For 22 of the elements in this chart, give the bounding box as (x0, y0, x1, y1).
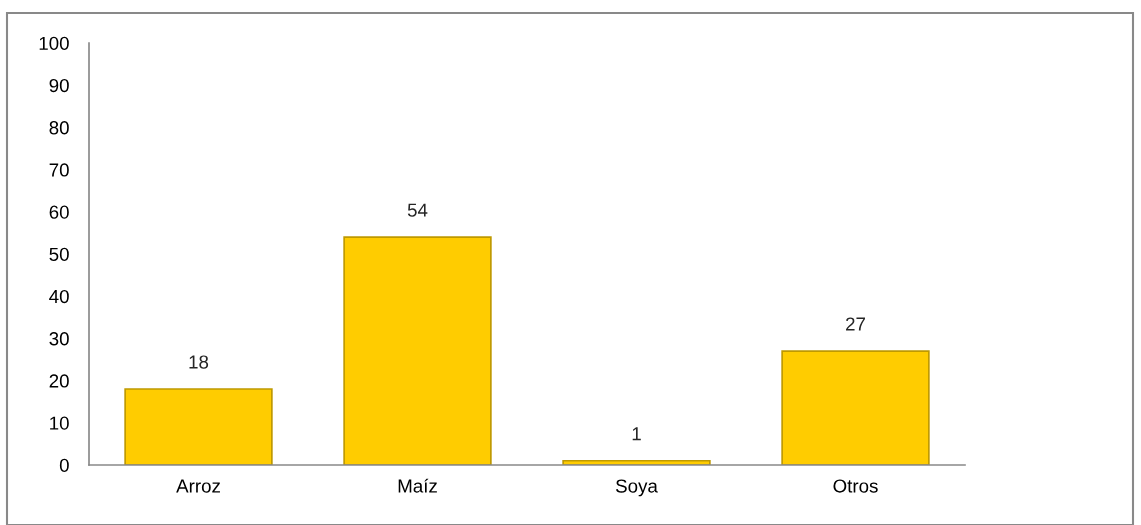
bar (124, 388, 273, 465)
x-tick-label: Arroz (176, 479, 220, 493)
x-tick-label: Otros (833, 479, 878, 493)
x-tick-label: Soya (615, 479, 658, 497)
y-tick-label: 60 (49, 205, 69, 219)
x-tick-label: Maíz (398, 478, 437, 493)
data-label: 27 (846, 317, 865, 331)
y-tick-label: 80 (49, 121, 69, 135)
y-tick-label: 90 (49, 78, 69, 93)
y-tick-label: 20 (49, 374, 69, 388)
y-tick-label: 0 (59, 458, 69, 472)
bar (781, 350, 930, 465)
data-label: 54 (407, 203, 428, 217)
y-tick-label: 100 (39, 36, 69, 50)
y-tick-label: 50 (49, 247, 69, 261)
data-label: 1 (632, 427, 641, 441)
data-label: 18 (189, 355, 209, 369)
bar (343, 236, 492, 465)
y-tick-label: 30 (49, 332, 69, 346)
y-tick-label: 40 (49, 289, 69, 304)
y-tick-label: 70 (49, 163, 69, 177)
y-tick-label: 10 (50, 416, 69, 430)
